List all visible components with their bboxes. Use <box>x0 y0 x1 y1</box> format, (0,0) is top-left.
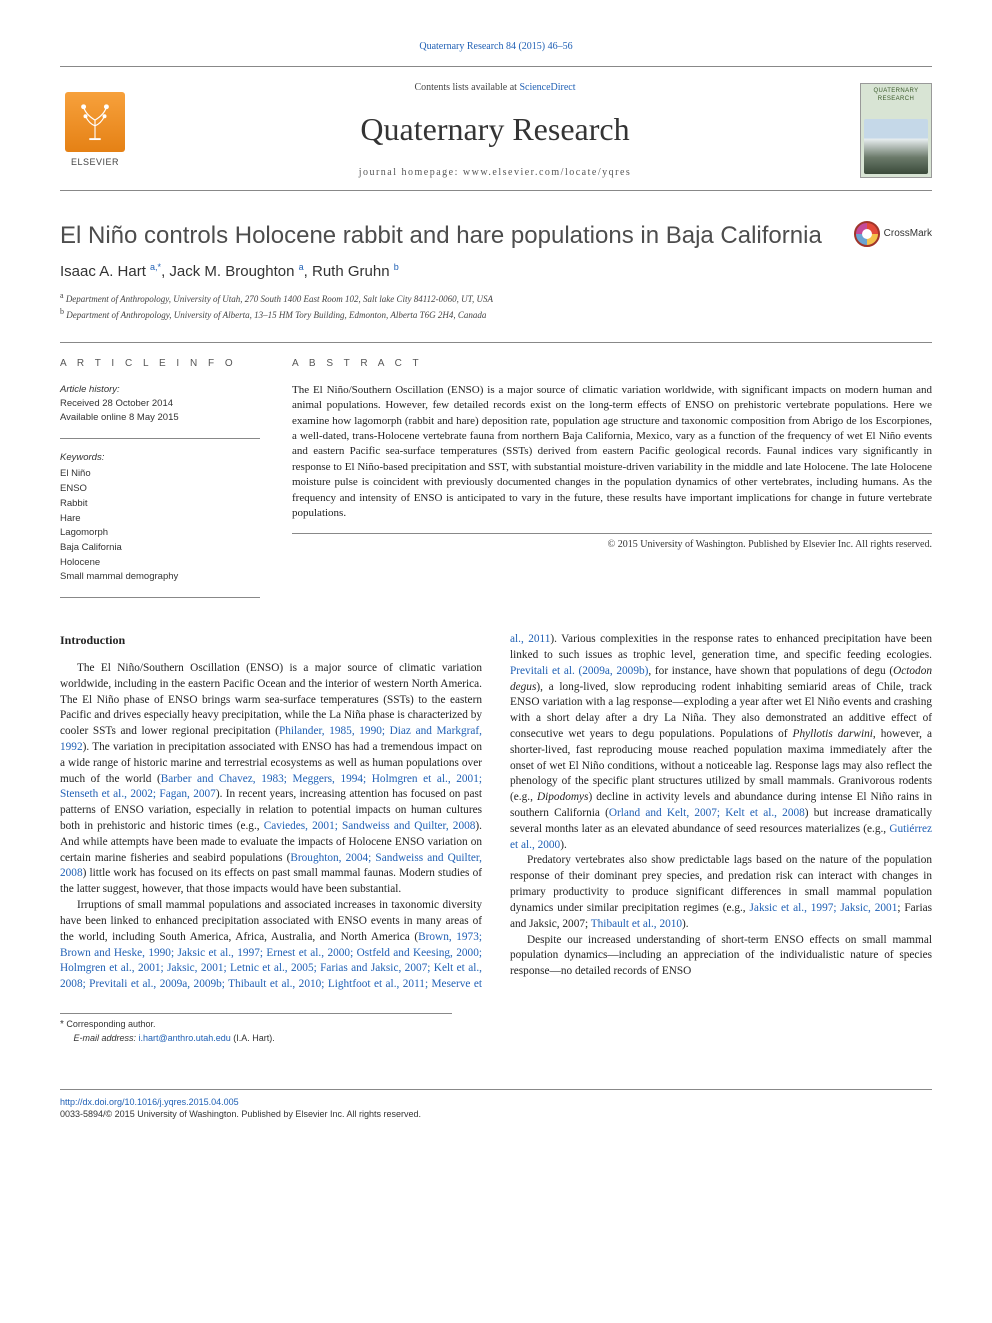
author-1-affil-sup: a,* <box>150 262 161 272</box>
keywords-block: Keywords: El Niño ENSO Rabbit Hare Lagom… <box>60 451 260 598</box>
footnote-text: Corresponding author. <box>64 1019 156 1029</box>
article-info-col: a r t i c l e i n f o Article history: R… <box>60 342 260 598</box>
author-3-affil-sup: b <box>394 262 399 272</box>
crossmark-label: CrossMark <box>884 227 932 241</box>
affiliations: a Department of Anthropology, University… <box>60 290 932 322</box>
author-3: , Ruth Gruhn <box>304 263 394 280</box>
article-history: Article history: Received 28 October 201… <box>60 383 260 439</box>
email-label: E-mail address: <box>74 1033 139 1043</box>
journal-ref: Quaternary Research 84 (2015) 46–56 <box>60 40 932 54</box>
body-text-span: ). <box>560 839 567 851</box>
keyword: ENSO <box>60 482 260 497</box>
sd-prefix: Contents lists available at <box>414 82 519 93</box>
article-title: El Niño controls Holocene rabbit and har… <box>60 221 822 251</box>
email-link[interactable]: i.hart@anthro.utah.edu <box>139 1033 231 1043</box>
journal-title: Quaternary Research <box>148 107 842 152</box>
affil-a-text: Department of Anthropology, University o… <box>64 294 493 304</box>
body-text: Introduction The El Niño/Southern Oscill… <box>60 632 932 1062</box>
body-text-span: Despite our increased understanding of s… <box>510 934 932 978</box>
elsevier-tree-icon <box>65 92 125 152</box>
article-info-heading: a r t i c l e i n f o <box>60 357 260 371</box>
keyword: Hare <box>60 512 260 527</box>
citation-link[interactable]: Jaksic et al., 1997; Jaksic, 2001 <box>750 902 898 914</box>
keyword: Small mammal demography <box>60 570 260 585</box>
journal-homepage: journal homepage: www.elsevier.com/locat… <box>148 166 842 180</box>
info-abstract-row: a r t i c l e i n f o Article history: R… <box>60 342 932 598</box>
homepage-prefix: journal homepage: <box>359 167 463 178</box>
issn-copyright: 0033-5894/© 2015 University of Washingto… <box>60 1108 932 1121</box>
citation-link[interactable]: Orland and Kelt, 2007; Kelt et al., 2008 <box>609 807 805 819</box>
keyword: Lagomorph <box>60 526 260 541</box>
journal-cover: QUATERNARY RESEARCH <box>860 83 932 178</box>
species-name: Phyllotis darwini <box>793 728 873 740</box>
doi-link[interactable]: http://dx.doi.org/10.1016/j.yqres.2015.0… <box>60 1097 239 1107</box>
affil-b-text: Department of Anthropology, University o… <box>64 310 486 320</box>
author-1: Isaac A. Hart <box>60 263 150 280</box>
citation-link[interactable]: Caviedes, 2001; Sandweiss and Quilter, 2… <box>264 820 476 832</box>
keyword: El Niño <box>60 467 260 482</box>
masthead: ELSEVIER Contents lists available at Sci… <box>60 66 932 191</box>
publisher-wordmark: ELSEVIER <box>71 156 119 169</box>
abstract-heading: a b s t r a c t <box>292 357 932 371</box>
cover-image-icon <box>864 119 928 174</box>
body-text-span: , for instance, have shown that populati… <box>648 665 893 677</box>
crossmark-icon <box>854 221 880 247</box>
keywords-label: Keywords: <box>60 451 260 466</box>
body-text-span: ). Various complexities in the response … <box>510 633 932 661</box>
keyword: Holocene <box>60 556 260 571</box>
title-block: El Niño controls Holocene rabbit and har… <box>60 221 932 251</box>
history-received: Received 28 October 2014 <box>60 397 260 411</box>
page-footer: http://dx.doi.org/10.1016/j.yqres.2015.0… <box>60 1089 932 1121</box>
corresponding-author-footnote: * Corresponding author. E-mail address: … <box>60 1013 452 1063</box>
paragraph: The El Niño/Southern Oscillation (ENSO) … <box>60 661 482 898</box>
sciencedirect-line: Contents lists available at ScienceDirec… <box>148 81 842 95</box>
homepage-url[interactable]: www.elsevier.com/locate/yqres <box>463 167 631 178</box>
species-name: Dipodomys <box>537 791 588 803</box>
abstract-copyright: © 2015 University of Washington. Publish… <box>292 534 932 552</box>
citation-link[interactable]: Thibault et al., 2010 <box>591 918 682 930</box>
citation-link[interactable]: Previtali et al. (2009a, 2009b) <box>510 665 648 677</box>
masthead-center: Contents lists available at ScienceDirec… <box>148 81 842 180</box>
abstract-col: a b s t r a c t The El Niño/Southern Osc… <box>292 357 932 598</box>
crossmark-badge[interactable]: CrossMark <box>854 221 932 247</box>
authors-line: Isaac A. Hart a,*, Jack M. Broughton a, … <box>60 261 932 282</box>
author-2: , Jack M. Broughton <box>161 263 299 280</box>
cover-title: QUATERNARY RESEARCH <box>864 87 928 104</box>
introduction-heading: Introduction <box>60 632 482 649</box>
paragraph: Predatory vertebrates also show predicta… <box>510 853 932 932</box>
body-text-span: ) little work has focused on its effects… <box>60 867 482 895</box>
affil-b: b Department of Anthropology, University… <box>60 306 932 322</box>
sciencedirect-link[interactable]: ScienceDirect <box>519 82 575 93</box>
abstract-text: The El Niño/Southern Oscillation (ENSO) … <box>292 383 932 535</box>
email-suffix: (I.A. Hart). <box>231 1033 275 1043</box>
keyword: Rabbit <box>60 497 260 512</box>
body-text-span: ). <box>682 918 689 930</box>
affil-a: a Department of Anthropology, University… <box>60 290 932 306</box>
history-online: Available online 8 May 2015 <box>60 411 260 425</box>
history-label: Article history: <box>60 383 260 397</box>
paragraph: Despite our increased understanding of s… <box>510 933 932 980</box>
publisher-block: ELSEVIER <box>60 92 130 169</box>
keyword: Baja California <box>60 541 260 556</box>
